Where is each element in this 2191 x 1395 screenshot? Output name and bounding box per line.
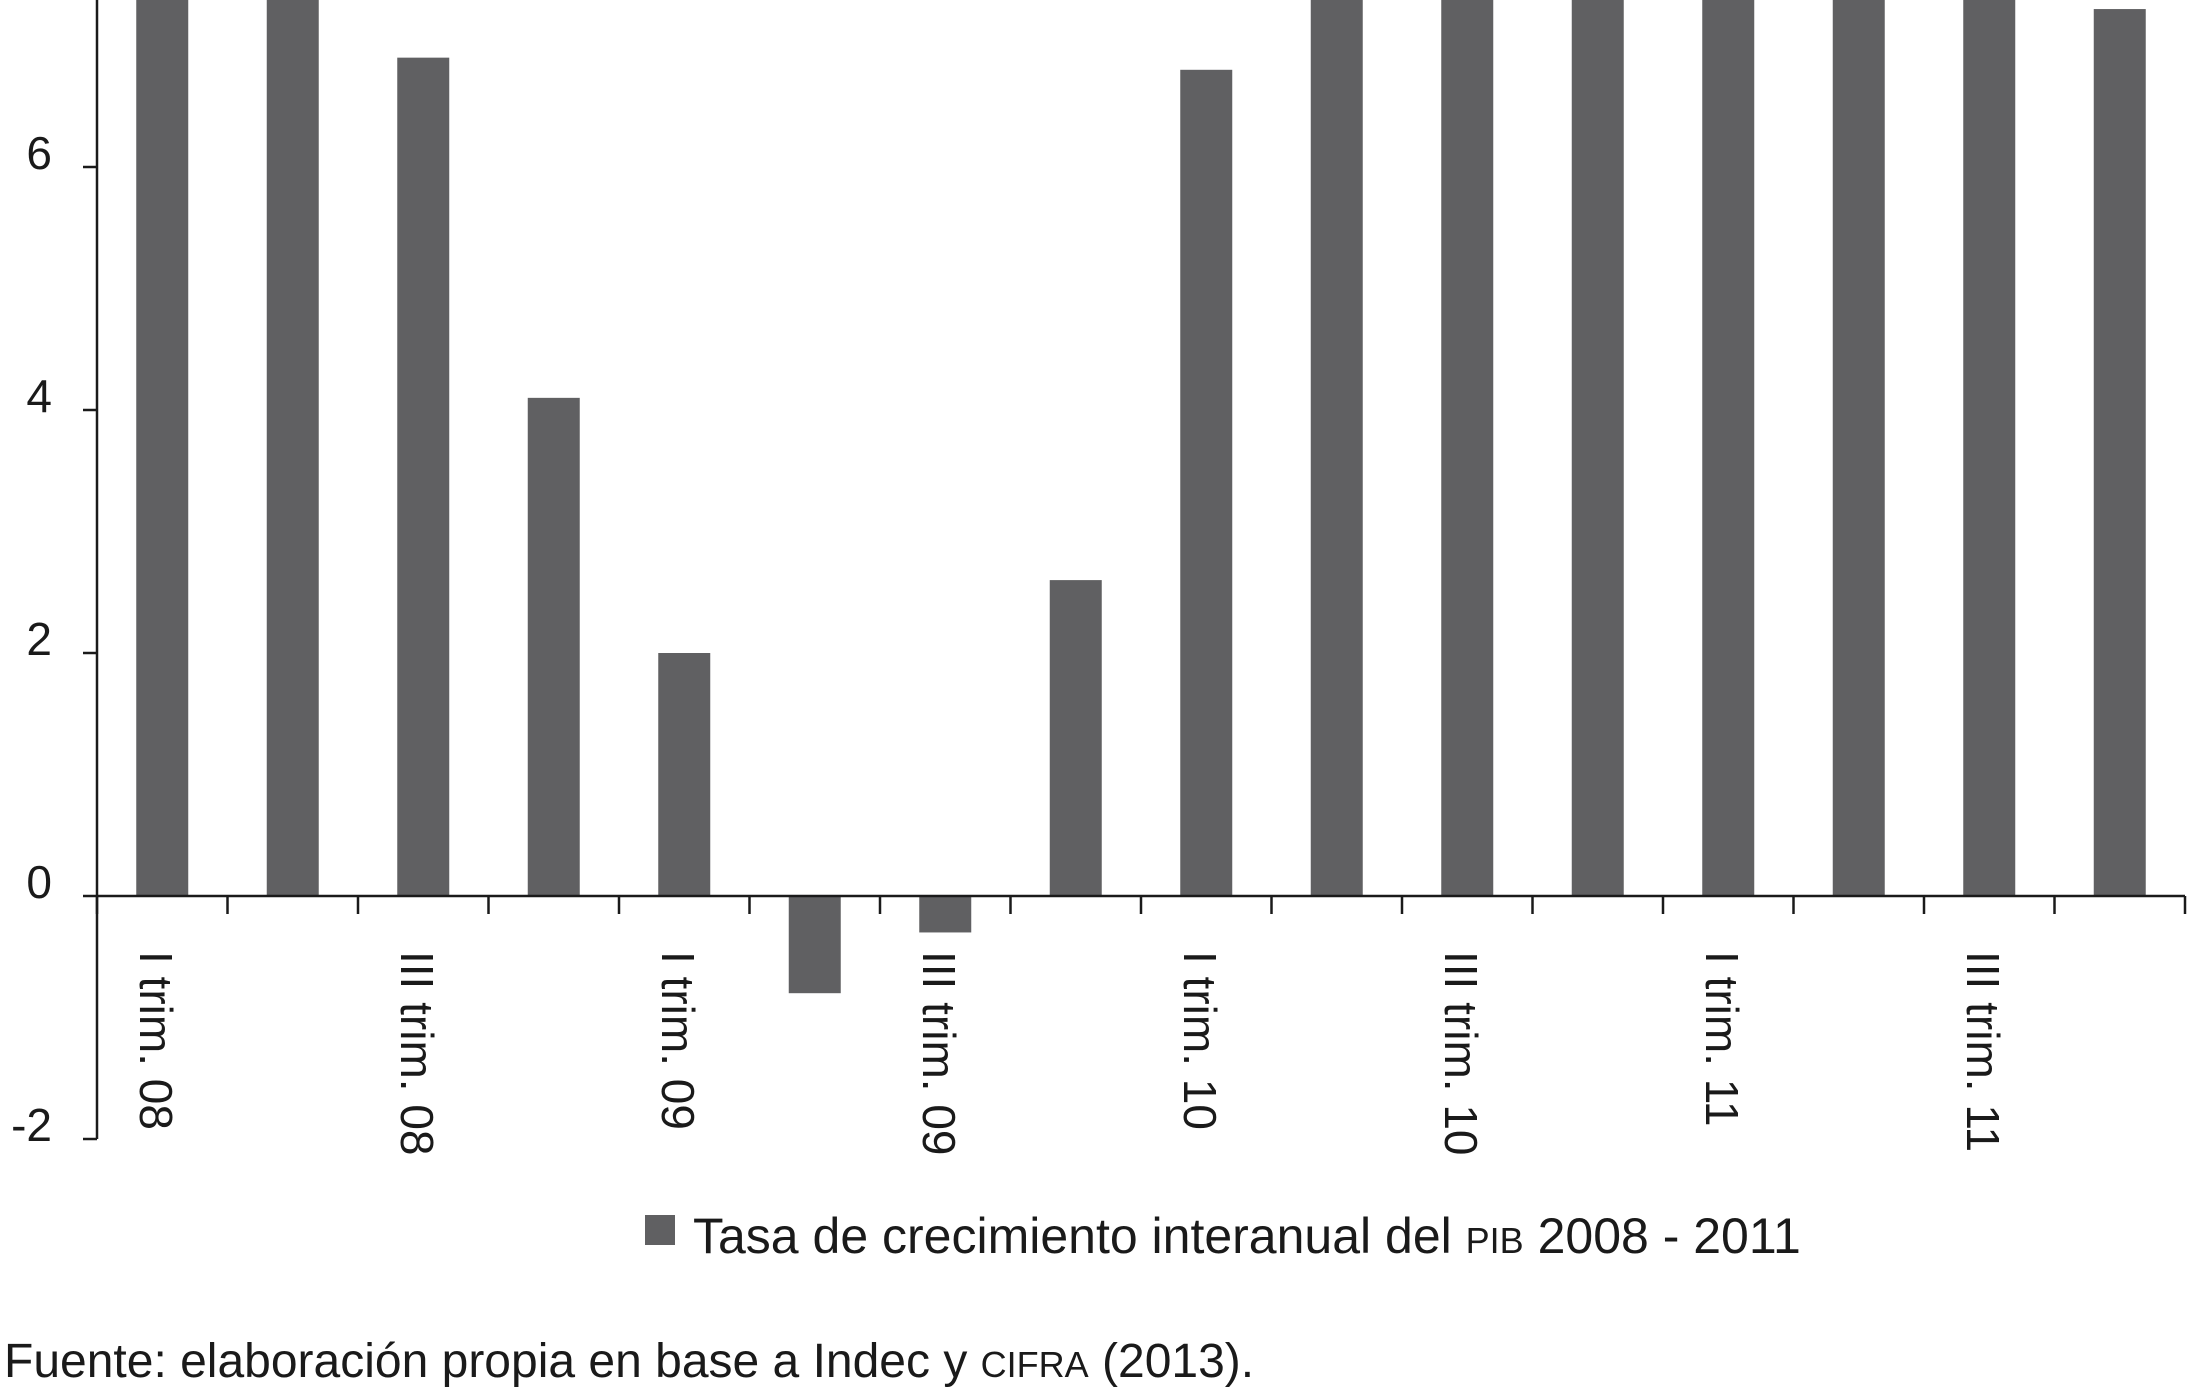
source-note: Fuente: elaboración propia en base a Ind… [4, 1335, 1254, 1388]
bar [527, 397, 580, 896]
bar [1963, 0, 2016, 896]
legend-label: Tasa de crecimiento interanual del PIB 2… [693, 1208, 1801, 1264]
y-tick-label: 6 [26, 127, 52, 179]
bars [136, 0, 2146, 994]
x-tick-label: III trim. 08 [391, 951, 443, 1155]
bar [1049, 580, 1102, 896]
legend: Tasa de crecimiento interanual del PIB 2… [645, 1208, 1801, 1264]
y-tick-label: 0 [26, 856, 52, 908]
bar [1180, 69, 1233, 897]
x-tick-label: I trim. 11 [1696, 951, 1748, 1127]
bar [1832, 0, 1885, 897]
x-tick-label: I trim. 10 [1174, 951, 1226, 1130]
bar [2093, 9, 2146, 897]
bar [136, 0, 189, 896]
x-tick-label: III trim. 11 [1957, 951, 2009, 1152]
legend-swatch [645, 1215, 675, 1245]
bar [1702, 0, 1755, 896]
bar [266, 0, 319, 897]
bar [919, 896, 972, 933]
x-tick-label: I trim. 08 [130, 951, 182, 1130]
x-axis-labels: I trim. 08 III trim. 08 I trim. 09 III trim… [130, 951, 2009, 1155]
bar [1571, 0, 1624, 897]
bar [1310, 0, 1363, 896]
bar [658, 653, 711, 896]
bar [788, 896, 841, 994]
x-tick-label: III trim. 10 [1435, 951, 1487, 1155]
x-tick-label: I trim. 09 [652, 951, 704, 1130]
x-tick-label: III trim. 09 [913, 951, 965, 1155]
y-tick-label: 4 [26, 370, 52, 422]
x-axis [95, 894, 2187, 914]
y-tick-label: 2 [26, 613, 52, 665]
bar [1441, 0, 1494, 897]
y-axis: -202468101214 [11, 0, 99, 1151]
bar [397, 57, 450, 896]
y-tick-label: -2 [11, 1099, 52, 1151]
